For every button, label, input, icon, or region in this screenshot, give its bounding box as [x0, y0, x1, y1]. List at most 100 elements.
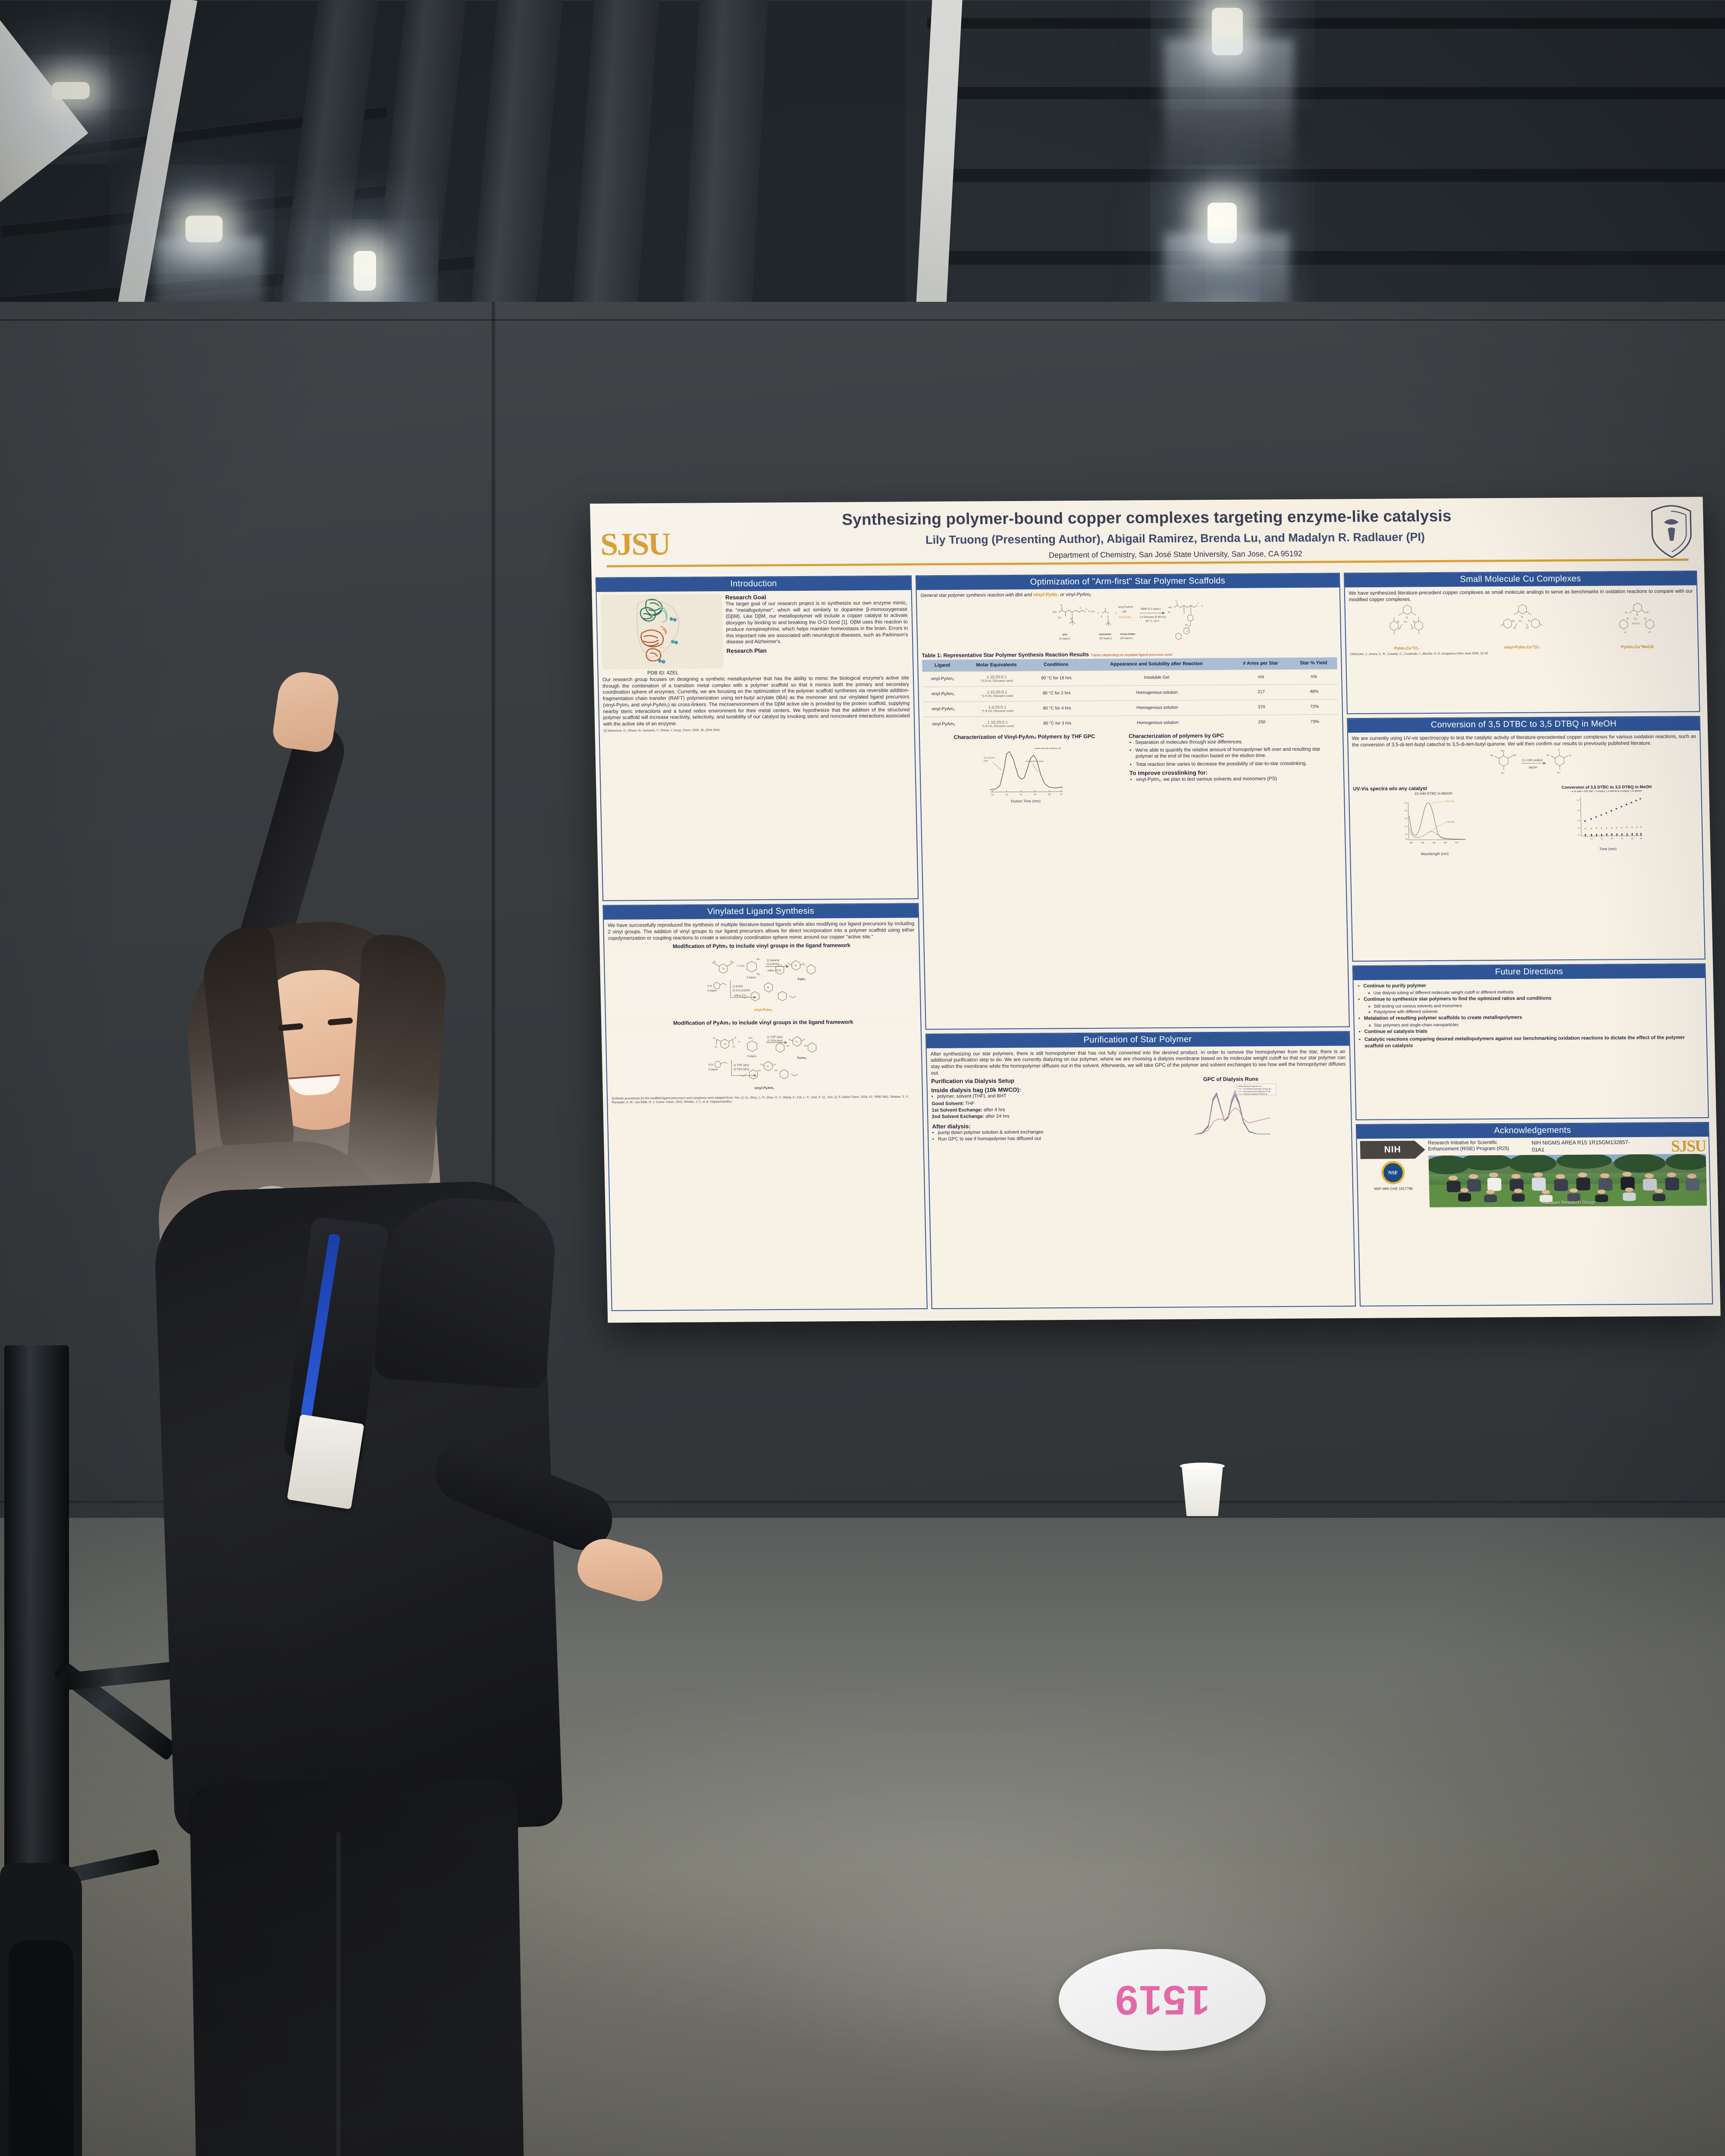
molar-eq-note: *0.9 mL Dioxane used — [981, 678, 1013, 683]
section-acknowledgements: Acknowledgements NIH NSF NSF-MRI CHE 191… — [1355, 1122, 1713, 1307]
svg-text:ᵗBu: ᵗBu — [757, 973, 760, 976]
svg-text:N: N — [1397, 620, 1399, 624]
svg-text:vinyl-PyAm2: vinyl-PyAm2 — [1118, 605, 1133, 608]
svg-text:40: 40 — [1621, 838, 1623, 840]
th-ligand: Ligand — [922, 659, 963, 672]
svg-text:1st Solvent Exchange (0.0111 g: 1st Solvent Exchange (0.0111 g) — [1243, 1088, 1271, 1090]
svg-text:0.6: 0.6 — [1405, 818, 1408, 820]
svg-text:Homopolymer peak: Homopolymer peak — [1025, 760, 1044, 762]
svg-text:S: S — [1197, 602, 1198, 605]
ceiling-light — [1212, 8, 1243, 55]
cell-conditions: 80 °C for 3 hrs — [1031, 716, 1083, 731]
good-solvent-value: THF — [965, 1101, 975, 1106]
svg-text:OH: OH — [1512, 755, 1516, 757]
cell-appearance: Homogenous solution — [1083, 715, 1233, 731]
poster-column-left: Introduction — [595, 575, 928, 1311]
table-note: *Varies depending on vinylated ligand pr… — [1090, 652, 1172, 657]
svg-text:N: N — [1521, 616, 1523, 619]
molar-eq-note: *1.8 mL Dioxane used — [981, 693, 1013, 698]
legend-item: Complex 1 in MeOH — [1595, 790, 1618, 793]
svg-text:iPr: iPr — [1624, 632, 1627, 634]
paper-cup-lip — [1180, 1463, 1225, 1470]
svg-text:S: S — [1079, 607, 1081, 610]
research-poster[interactable]: SJSU Synthesizing polymer-bound copper c… — [590, 497, 1721, 1323]
nih-grant-number: NIH NIGMS AREA R15 1R15GM132857-01A1 — [1531, 1139, 1630, 1153]
svg-text:30: 30 — [1611, 838, 1613, 840]
exchange1-label: 1st Solvent Exchange: — [932, 1107, 983, 1113]
svg-text:17: 17 — [1060, 793, 1063, 796]
gpc-bullet-list: Separation of molecules through size dif… — [1129, 738, 1339, 768]
table-caption-text: Table 1: Representative Star Polymer Syn… — [922, 651, 1089, 659]
svg-text:ᵗBu: ᵗBu — [1557, 772, 1560, 774]
svg-text:vinyl-PyIm₂: vinyl-PyIm₂ — [1118, 616, 1132, 619]
svg-text:14: 14 — [1019, 793, 1022, 796]
svg-text:OR: OR — [1122, 611, 1126, 614]
after-dialysis-list: pump down polymer solution & solvent exc… — [932, 1129, 1113, 1143]
ceiling-light — [354, 251, 376, 291]
svg-text:12: 12 — [991, 793, 994, 796]
svg-text:O: O — [1176, 600, 1177, 602]
cell-conditions: 80 °C for 2 hrs — [1031, 686, 1083, 701]
conversion-heading: Conversion of 3,5 DTBC to 3,5 DTBQ in Me… — [1347, 717, 1700, 733]
uvvis-spectra-chart: 1.0 0.8 0.6 0.4 0.2 0.0 200 300 400 500 600 — [1353, 795, 1515, 856]
svg-text:1.0: 1.0 — [1404, 802, 1407, 804]
poster-body: Introduction — [592, 567, 1721, 1315]
svg-text:15: 15 — [1034, 793, 1036, 796]
svg-text:N: N — [1528, 620, 1530, 623]
svg-text:N: N — [1186, 630, 1188, 633]
scheme-caption-post: or vinyl-PyAm₂ — [1058, 592, 1091, 598]
svg-text:N: N — [767, 1065, 768, 1068]
svg-text:1) toluene: 1) toluene — [767, 959, 780, 962]
svg-text:NC: NC — [1058, 617, 1061, 619]
svg-text:0.8: 0.8 — [1404, 810, 1407, 812]
svg-text:N: N — [803, 964, 805, 967]
cell-arms: 217 — [1231, 684, 1291, 700]
cell-conditions: 80 °C for 4 hrs — [1031, 701, 1083, 716]
exchange2-value: after 24 hrs — [985, 1113, 1010, 1119]
svg-text:arm: arm — [1062, 633, 1067, 636]
poster-column-right: Small Molecule Cu Complexes We have synt… — [1343, 570, 1713, 1307]
svg-text:80 °C, 16 h: 80 °C, 16 h — [1145, 619, 1159, 623]
svg-text:N: N — [1636, 614, 1638, 617]
table-row: vinyl-PyAm₂ 1:10:25:0.1 *0.9 mL Dioxane … — [922, 669, 1338, 687]
svg-text:N: N — [1627, 617, 1629, 620]
svg-text:O: O — [1558, 749, 1560, 752]
blazer-shoulder — [373, 1193, 558, 1390]
improve-bullet: vinyl-PyIm₂, we plan to test various sol… — [1136, 775, 1339, 783]
after-dialysis-heading: After dialysis: — [932, 1123, 971, 1130]
svg-text:O: O — [1101, 616, 1103, 618]
th-appearance: Appearance and Solubility after Reaction — [1082, 658, 1231, 671]
cell-ligand: vinyl-PyAm₂ — [923, 716, 964, 732]
improve-crosslinking-list: vinyl-PyIm₂, we plan to test various sol… — [1129, 775, 1339, 783]
table-row: vinyl-PyAm₂ 1:10:25:0.1 *1.8 mL Dioxane … — [922, 684, 1338, 702]
svg-text:HN: HN — [804, 1045, 807, 1047]
legend-item: Complex 2 in MeOH — [1620, 790, 1642, 793]
svg-text:O: O — [732, 962, 734, 965]
pdb-caption: PDB ID: 4ZEL — [647, 670, 679, 676]
paper-cup — [1182, 1465, 1223, 1516]
svg-text:H₂N: H₂N — [707, 985, 712, 988]
svg-text:N: N — [724, 1043, 726, 1046]
exchange2-label: 2nd Solvent Exchange: — [932, 1114, 985, 1119]
svg-text:13: 13 — [1005, 793, 1008, 796]
svg-text:reflux 72 h: reflux 72 h — [768, 969, 781, 972]
conversion-text: We are currently using UV-vis spectrosco… — [1352, 733, 1696, 748]
research-plan-text: Our research group focuses on designing … — [602, 675, 910, 727]
svg-text:0hr Dark: 0hr Dark — [1446, 800, 1454, 802]
pdb-figure: PDB ID: 4ZEL — [600, 594, 724, 676]
trouser-crease — [336, 1833, 341, 2156]
svg-text:ᵗBu: ᵗBu — [756, 958, 760, 961]
svg-text:2nd solvent Exchange (0.072 g): 2nd solvent Exchange (0.072 g) — [1244, 1091, 1271, 1093]
thf-gpc-chart: 12 13 14 15 16 17 Star polymer peak Homopolym… — [924, 740, 1127, 804]
section-purification: Purification of Star Polymer After synth… — [925, 1031, 1356, 1309]
cell-yield: 73% — [1291, 714, 1339, 730]
booth-number-decal: 1519 — [1059, 1949, 1266, 2051]
research-goal-heading: Research Goal — [725, 594, 766, 601]
svg-text:20: 20 — [1600, 838, 1603, 840]
svg-text:2 equiv.: 2 equiv. — [709, 1068, 718, 1071]
section-conversion-dtbc: Conversion of 3,5 DTBC to 3,5 DTBQ in Me… — [1346, 716, 1706, 962]
cu-complex-1-structure: N N N Cu Cl Cl — [1389, 605, 1423, 635]
svg-text:(1 equiv.): (1 equiv.) — [1059, 637, 1070, 640]
svg-text:OH: OH — [1500, 750, 1504, 753]
cell-arms: 250 — [1232, 714, 1292, 730]
